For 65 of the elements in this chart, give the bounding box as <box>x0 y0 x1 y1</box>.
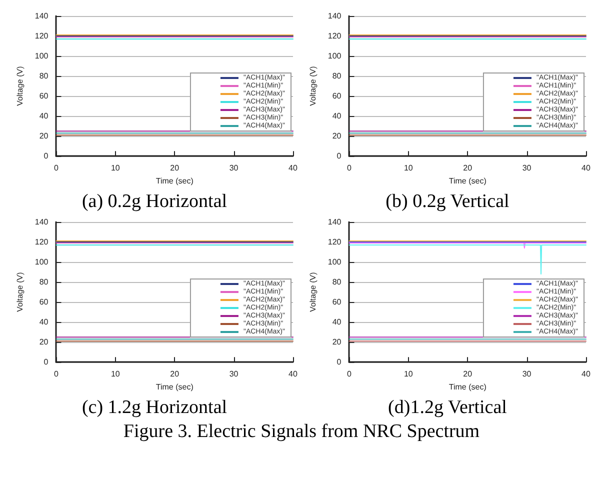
y-tick-label: 20 <box>332 338 342 347</box>
y-tick-label: 100 <box>328 52 342 61</box>
y-tick-label: 40 <box>39 318 49 327</box>
y-tick-label: 80 <box>39 278 49 287</box>
x-tick-label: 20 <box>170 370 180 379</box>
x-axis-title: Time (sec) <box>448 176 487 186</box>
x-tick-label: 10 <box>110 164 120 173</box>
y-tick-label: 0 <box>44 358 49 367</box>
y-tick-label: 120 <box>328 238 342 247</box>
y-tick-label: 100 <box>34 258 49 267</box>
x-tick-label: 0 <box>347 370 352 379</box>
y-tick-label: 140 <box>34 12 49 20</box>
x-axis-title: Time (sec) <box>448 382 487 392</box>
text: (b) 0.2g Vertical <box>384 190 510 214</box>
y-tick-label: 100 <box>34 52 49 61</box>
text: (a) 0.2g Horizontal <box>80 190 228 214</box>
x-tick-label: 30 <box>229 370 239 379</box>
y-tick-label: 0 <box>336 358 342 367</box>
y-axis-title: Voltage (V) <box>16 272 24 312</box>
y-tick-label: 60 <box>39 298 49 307</box>
y-axis-title: Voltage (V) <box>16 66 24 106</box>
x-tick-label: 30 <box>522 370 532 379</box>
x-tick-label: 40 <box>582 370 591 379</box>
y-tick-label: 80 <box>332 278 342 287</box>
x-tick-label: 0 <box>347 164 352 173</box>
y-tick-label: 0 <box>336 152 342 161</box>
x-axis-title: Time (sec) <box>156 382 194 392</box>
x-tick-label: 20 <box>463 370 473 379</box>
x-tick-label: 10 <box>110 370 120 379</box>
x-tick-label: 20 <box>170 164 180 173</box>
text: (d)1.2g Vertical <box>387 396 508 420</box>
y-tick-label: 40 <box>332 318 342 327</box>
y-tick-label: 100 <box>328 258 342 267</box>
y-tick-label: 80 <box>332 72 342 81</box>
y-axis-title: Voltage (V) <box>308 66 318 106</box>
y-tick-label: 60 <box>39 92 49 101</box>
x-tick-label: 10 <box>404 164 414 173</box>
x-axis-title: Time (sec) <box>156 176 194 186</box>
x-tick-label: 40 <box>288 164 298 173</box>
y-tick-label: 140 <box>328 12 342 20</box>
y-axis-title: Voltage (V) <box>308 272 318 312</box>
x-tick-label: 30 <box>522 164 532 173</box>
text: (c) 1.2g Horizontal <box>80 396 228 420</box>
y-tick-label: 40 <box>332 112 342 121</box>
y-tick-label: 20 <box>39 132 49 141</box>
y-tick-label: 120 <box>328 32 342 41</box>
x-tick-label: 0 <box>54 370 60 379</box>
x-tick-label: 20 <box>463 164 473 173</box>
y-tick-label: 120 <box>34 238 49 247</box>
y-tick-label: 60 <box>332 92 342 101</box>
y-tick-label: 60 <box>332 298 342 307</box>
caption: Figure 3. Electric Signals from NRC Spectrum <box>122 420 481 444</box>
y-tick-label: 0 <box>44 152 49 161</box>
y-tick-label: 20 <box>332 132 342 141</box>
y-tick-label: 40 <box>39 112 49 121</box>
x-tick-label: 40 <box>582 164 591 173</box>
y-tick-label: 140 <box>34 218 49 226</box>
y-tick-label: 120 <box>34 32 49 41</box>
y-tick-label: 140 <box>328 218 342 226</box>
y-tick-label: 20 <box>39 338 49 347</box>
y-tick-label: 80 <box>39 72 49 81</box>
x-tick-label: 0 <box>54 164 60 173</box>
x-tick-label: 40 <box>288 370 298 379</box>
x-tick-label: 10 <box>404 370 414 379</box>
x-tick-label: 30 <box>229 164 239 173</box>
